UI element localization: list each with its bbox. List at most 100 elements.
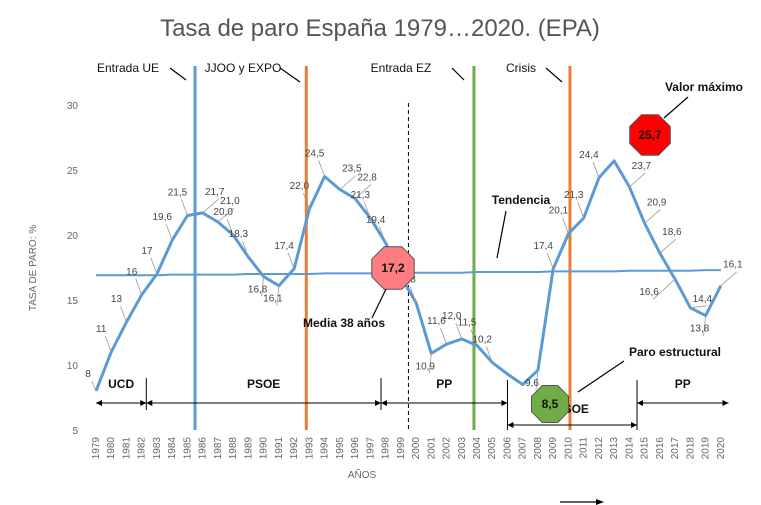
data-label: 16,6 <box>639 287 659 298</box>
data-label: 13 <box>111 294 123 305</box>
data-label-leader <box>470 329 478 346</box>
event-arrow <box>545 67 563 83</box>
data-label: 10,9 <box>416 361 436 372</box>
x-tick-label: 1987 <box>213 437 224 460</box>
data-label-leader <box>91 380 97 392</box>
data-label-leader <box>577 201 585 219</box>
event-arrow <box>169 67 187 81</box>
data-label-leader <box>409 286 417 303</box>
data-label-leader <box>104 335 112 353</box>
x-tick-label: 1994 <box>320 437 331 460</box>
max-value-badge <box>629 114 671 156</box>
data-label: 11 <box>96 324 107 335</box>
data-label: 16,8 <box>248 285 268 296</box>
event-label: Entrada EZ <box>371 61 432 75</box>
period-arrowhead <box>96 400 102 406</box>
x-tick-label: 2013 <box>609 437 620 460</box>
data-label-leader <box>165 224 173 241</box>
period-arrowhead <box>140 400 147 406</box>
y-tick-label: 5 <box>72 426 78 437</box>
event-arrow <box>279 67 301 83</box>
period-label: PP <box>675 377 691 391</box>
data-label-leader <box>354 184 372 199</box>
y-tick-label: 20 <box>67 231 79 242</box>
x-tick-label: 2004 <box>472 437 483 460</box>
x-tick-label: 1982 <box>137 437 148 460</box>
data-label-leader <box>363 201 371 219</box>
x-tick-label: 1979 <box>91 437 102 460</box>
event-label: Entrada UE <box>97 61 159 75</box>
data-label: 20,0 <box>213 207 233 218</box>
x-tick-label: 1992 <box>289 437 300 460</box>
period-label: PSOE <box>247 377 280 391</box>
event-arrow <box>451 67 465 81</box>
x-tick-label: 1995 <box>335 437 346 460</box>
data-label: 23,7 <box>632 161 652 172</box>
x-tick-label: 1983 <box>152 437 163 460</box>
data-label-leader <box>339 175 357 190</box>
data-label-leader <box>287 252 295 269</box>
event-lines: Entrada UE JJOO y EXPO Entrada EZ Crisis <box>97 61 572 430</box>
period-arrowhead <box>374 400 381 406</box>
mean-value-badge-value: 17,2 <box>381 261 405 275</box>
data-label-leader <box>150 257 158 275</box>
x-tick-label: 1991 <box>274 437 285 460</box>
data-label-leader <box>440 328 447 345</box>
x-tick-label: 1997 <box>365 437 376 460</box>
x-tick-label: 2000 <box>411 437 422 460</box>
data-label: 18,3 <box>229 229 249 240</box>
trend-arrow <box>496 210 507 259</box>
data-label: 17,4 <box>274 241 294 252</box>
structural-value-badge-value: 8,5 <box>542 397 559 411</box>
x-tick-label: 1990 <box>259 437 270 460</box>
data-label-leader <box>455 322 463 340</box>
x-tick-label: 2003 <box>457 437 468 460</box>
data-label-leader <box>428 353 432 374</box>
period-arrowhead <box>631 422 638 428</box>
data-label-leader <box>644 208 661 224</box>
data-label-leader <box>379 226 386 243</box>
x-tick-label: 2001 <box>426 437 437 460</box>
event-label: JJOO y EXPO <box>205 61 282 75</box>
chart-title: Tasa de paro España 1979…2020. (EPA) <box>160 15 600 42</box>
data-label: 22,0 <box>290 181 310 192</box>
data-label: 20,1 <box>549 206 569 217</box>
data-label: 20,9 <box>647 197 667 208</box>
period-arrowhead <box>380 400 387 406</box>
period-arrowhead <box>146 400 153 406</box>
mean-value-badge <box>371 246 415 290</box>
data-label-leader <box>217 207 235 223</box>
x-tick-label: 1980 <box>106 437 117 460</box>
x-tick-label: 2005 <box>487 437 498 460</box>
data-label: 8 <box>85 369 91 380</box>
data-label-leader <box>318 160 325 177</box>
data-label: 18,6 <box>662 227 682 238</box>
x-tick-label: 1988 <box>228 437 239 460</box>
data-label-leader <box>659 238 677 254</box>
data-label-leader <box>592 161 600 178</box>
x-tick-label: 2017 <box>670 437 681 460</box>
x-tick-label: 2016 <box>655 437 666 460</box>
x-tick-label: 1985 <box>182 437 193 460</box>
x-tick-label: 2010 <box>563 437 574 460</box>
data-label-leader <box>276 285 280 306</box>
x-tick-label: 1989 <box>243 437 254 460</box>
x-tick-label: 2011 <box>579 437 590 459</box>
x-tick-label: 1993 <box>304 437 315 460</box>
x-tick-label: 1984 <box>167 437 178 460</box>
data-label-leader <box>242 240 249 258</box>
y-tick-label: 10 <box>67 361 79 372</box>
period-arrowhead <box>637 400 644 406</box>
x-axis-label: AÑOS <box>348 468 377 481</box>
data-label: 16 <box>126 267 138 278</box>
x-tick-label: 2015 <box>640 437 651 460</box>
data-label-leader <box>652 278 676 300</box>
data-label-leader <box>629 172 646 188</box>
structural-value-badge <box>531 385 569 423</box>
series-line-unemployment <box>94 159 723 392</box>
x-tick-label: 2012 <box>594 437 605 460</box>
max-value-badge-value: 25,7 <box>638 128 662 142</box>
data-label-leader <box>485 346 493 363</box>
